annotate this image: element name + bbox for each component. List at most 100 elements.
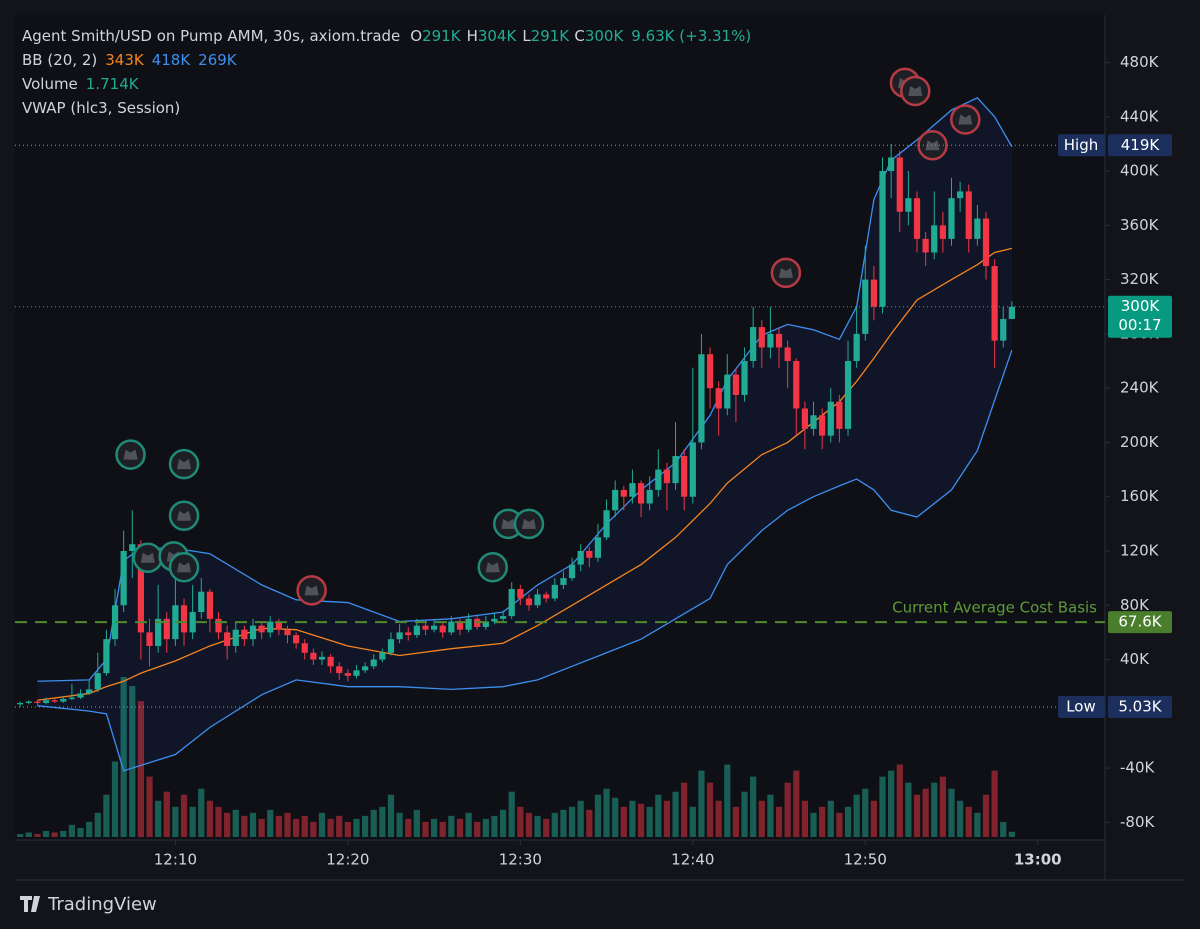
volume-bar <box>620 806 627 837</box>
candle-body <box>793 361 800 409</box>
candle-body <box>775 333 783 348</box>
candle-body <box>819 415 826 436</box>
candle-body <box>456 621 464 630</box>
candle-body <box>750 327 757 362</box>
legend-value: 300K <box>585 27 625 45</box>
volume-bar <box>551 812 558 837</box>
indicator-value: 418K <box>152 51 192 69</box>
level-name: Low <box>1066 697 1096 715</box>
volume-bar <box>51 832 58 837</box>
candle-body <box>491 618 498 622</box>
candle-body <box>586 550 593 558</box>
volume-bar <box>534 815 541 837</box>
x-tick-label: 12:20 <box>326 851 369 869</box>
marker-icon <box>908 85 923 96</box>
candle-body <box>336 666 343 674</box>
volume-bar <box>146 776 153 837</box>
candle-body <box>568 564 576 579</box>
candle-body <box>525 598 533 606</box>
volume-bar <box>879 776 886 837</box>
price-tag <box>1108 611 1172 634</box>
candle-body <box>896 157 903 212</box>
volume-bar <box>517 806 524 837</box>
x-tick-label: 13:00 <box>1014 851 1062 869</box>
candle-body <box>991 266 998 341</box>
candle-body <box>224 632 231 646</box>
candle-body <box>957 191 964 199</box>
candle-body <box>405 632 412 636</box>
marker-icon <box>177 459 192 470</box>
volume-bar <box>810 812 817 837</box>
legend-title: Agent Smith/USD on Pump AMM, 30s, axiom.… <box>22 27 400 45</box>
last-price-tag <box>1108 295 1172 338</box>
volume-bar <box>224 812 231 837</box>
volume-bar <box>25 832 32 837</box>
volume-bar <box>60 830 67 837</box>
candle-body <box>379 652 386 660</box>
volume-bar <box>939 776 946 837</box>
candle-body <box>706 354 714 389</box>
candle-body <box>482 621 489 627</box>
volume-bar <box>111 761 119 837</box>
volume-bar <box>870 800 877 837</box>
volume-bar <box>430 818 438 837</box>
price-tag <box>1108 134 1172 157</box>
candle-body <box>672 455 679 484</box>
volume-bar <box>258 818 265 837</box>
volume-bar <box>474 821 481 837</box>
volume-bar <box>42 830 50 837</box>
volume-bar <box>284 812 291 837</box>
volume-bar <box>396 812 403 837</box>
y-tick-label: 200K <box>1120 433 1160 451</box>
candle-body <box>888 157 895 172</box>
candle-body <box>499 616 507 619</box>
candle-body <box>922 238 929 253</box>
marker-icon <box>140 552 155 563</box>
volume-bar <box>491 815 498 837</box>
marker-icon <box>177 510 192 521</box>
volume-bar <box>353 818 360 837</box>
volume-bar <box>965 806 972 837</box>
candle-body <box>827 401 834 436</box>
volume-bar <box>1008 831 1015 837</box>
volume-bar <box>482 818 489 837</box>
volume-bar <box>957 800 964 837</box>
candle-body <box>698 354 705 443</box>
candle-body <box>327 656 334 667</box>
volume-bar <box>370 809 377 837</box>
volume-bar <box>775 806 783 837</box>
candle-body <box>784 347 791 362</box>
candle-body <box>905 198 912 212</box>
candle-body <box>370 659 377 667</box>
volume-bar <box>793 770 800 837</box>
candle-body <box>560 578 567 585</box>
volume-bar <box>767 794 774 837</box>
volume-bar <box>560 809 567 837</box>
candle-body <box>689 442 696 497</box>
candle-body <box>344 673 351 676</box>
volume-bar <box>77 827 84 837</box>
volume-bar <box>379 806 386 837</box>
marker-icon <box>925 140 940 151</box>
candle-body <box>68 697 76 699</box>
candle-body <box>534 594 541 606</box>
volume-bar <box>215 806 222 837</box>
cost-basis-name: Current Average Cost Basis <box>892 599 1097 617</box>
candle-body <box>353 670 360 676</box>
candle-body <box>232 629 239 646</box>
volume-bar <box>913 794 921 837</box>
candle-body <box>413 625 420 636</box>
volume-bar <box>336 815 343 837</box>
volume-bar <box>948 788 955 837</box>
candle-body <box>508 588 515 617</box>
volume-bar <box>129 686 136 837</box>
volume-bar <box>344 821 351 837</box>
candle-body <box>163 618 170 640</box>
volume-bar <box>715 800 722 837</box>
legend-change: 9.63K (+3.31%) <box>631 27 751 45</box>
volume-bar <box>853 794 860 837</box>
candle-body <box>913 198 921 239</box>
volume-bar <box>241 815 248 837</box>
volume-bar <box>577 800 584 837</box>
